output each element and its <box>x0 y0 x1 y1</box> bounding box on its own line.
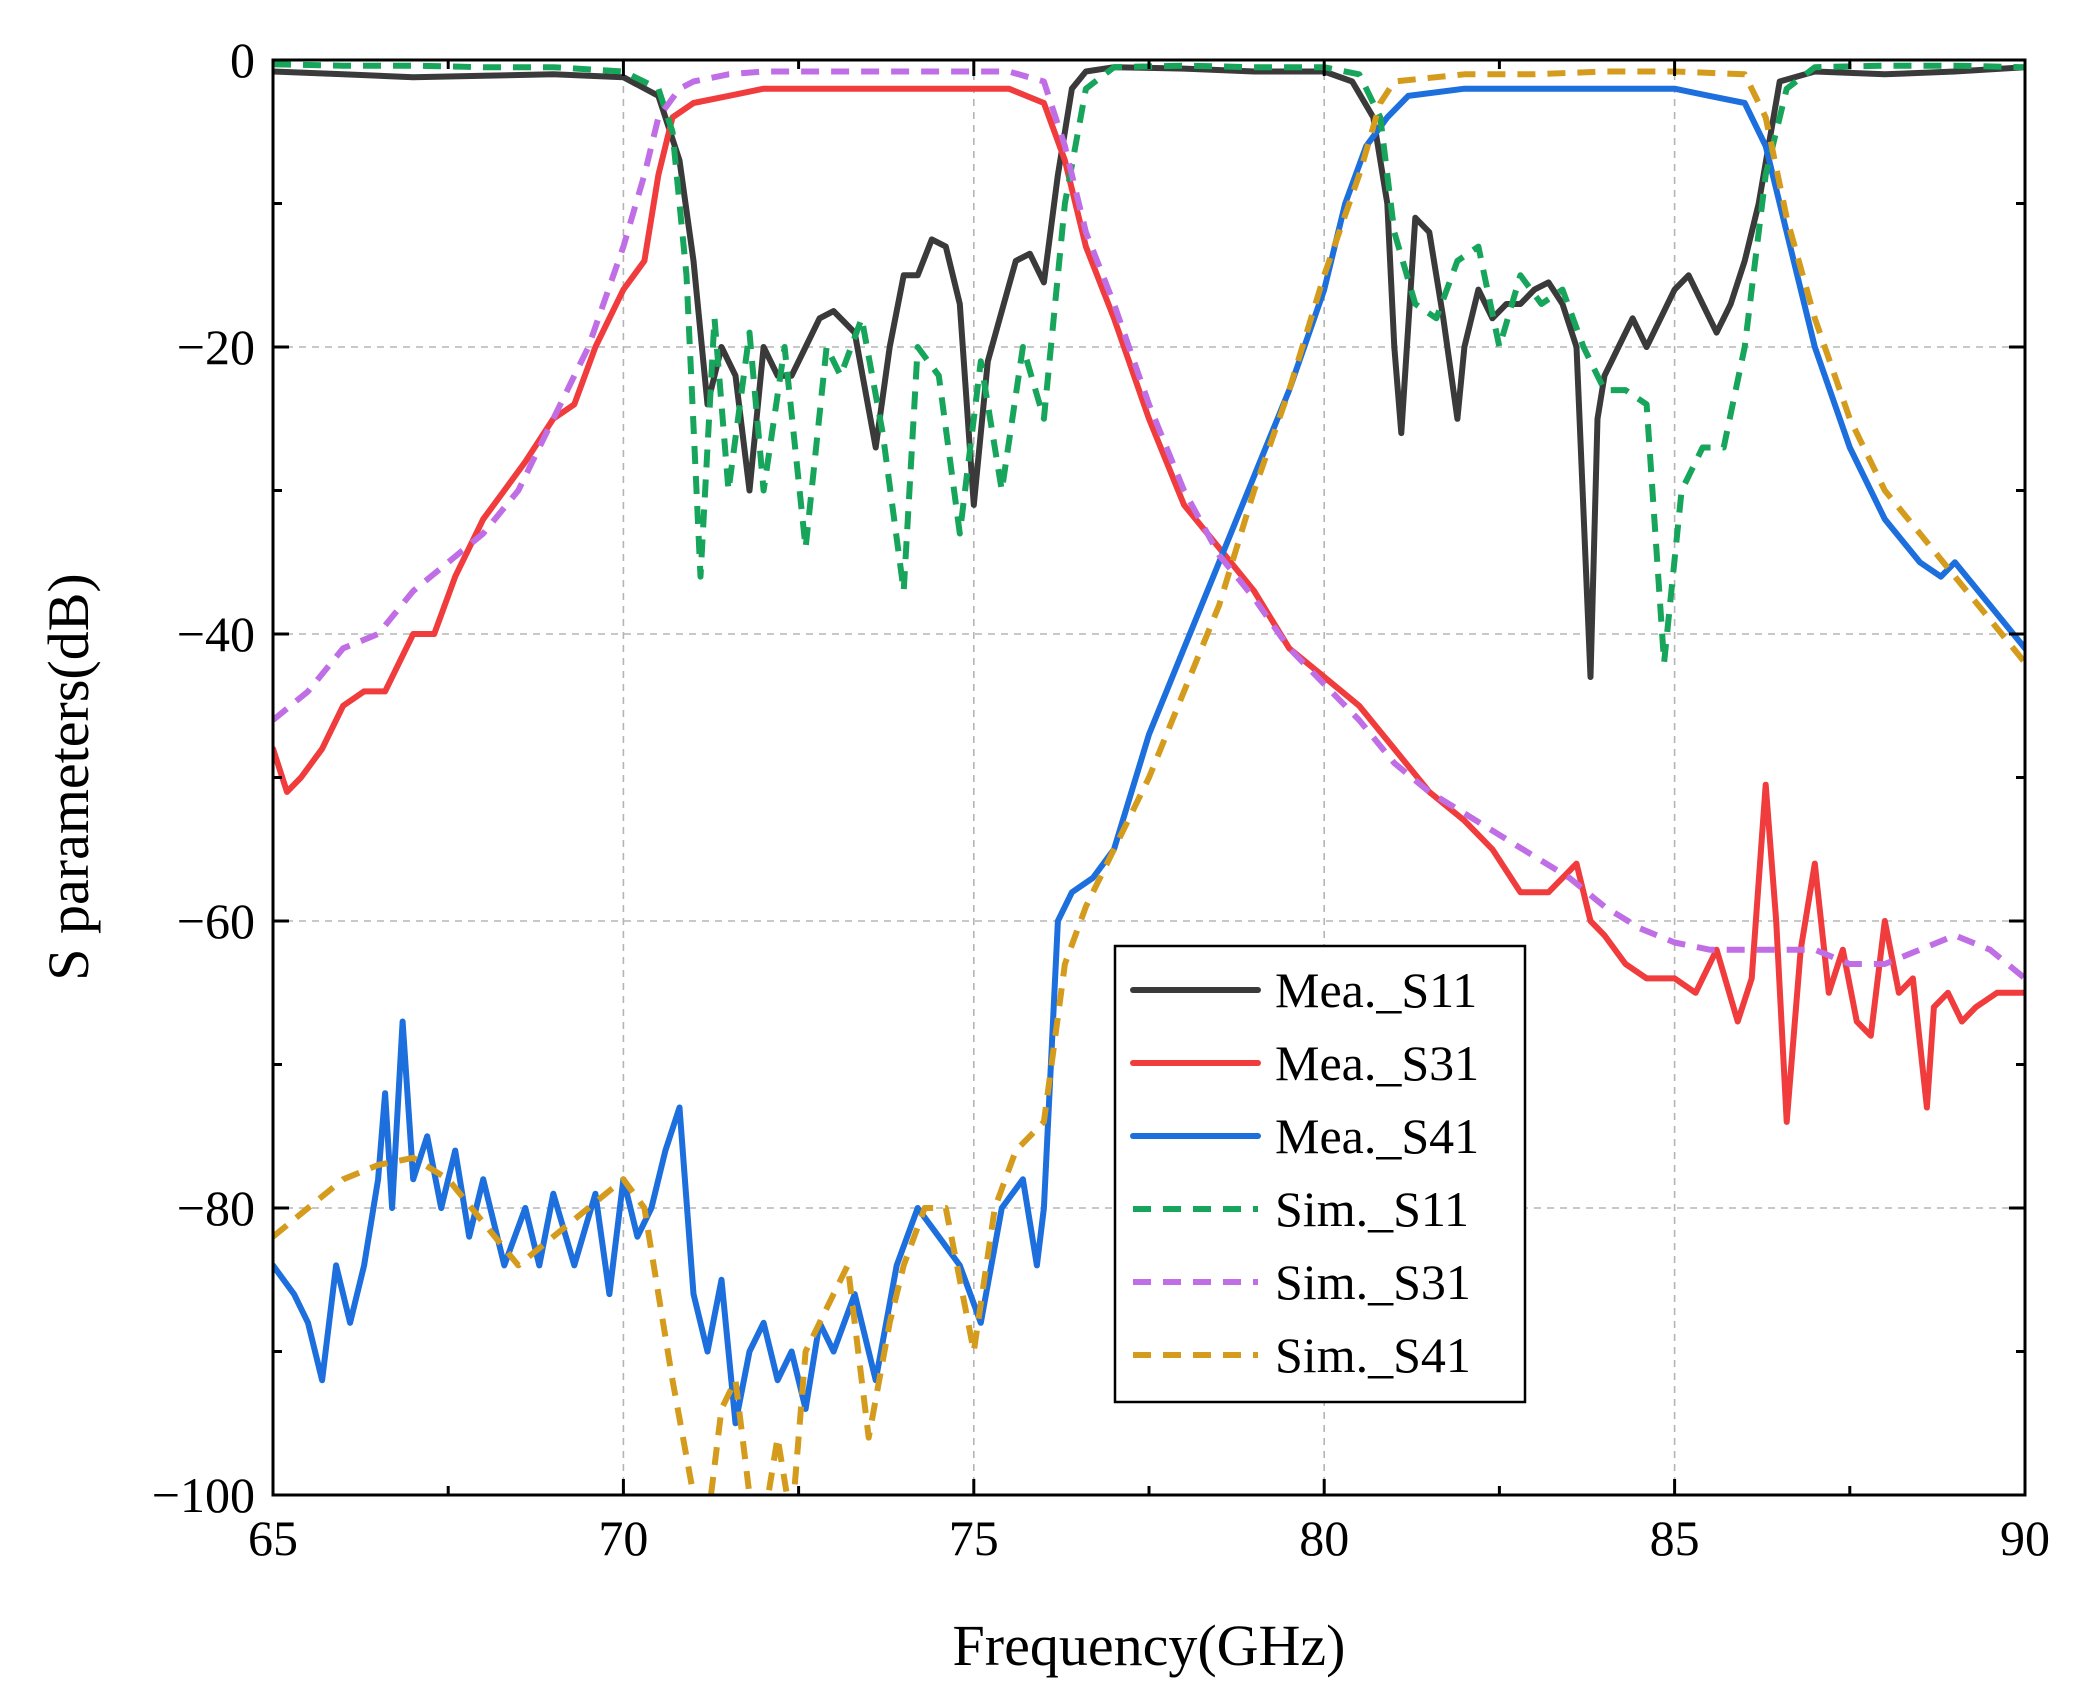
y-tick-label: −100 <box>152 1467 255 1523</box>
x-tick-label: 80 <box>1299 1510 1349 1566</box>
legend-label: Sim._S41 <box>1275 1327 1471 1383</box>
legend-label: Mea._S41 <box>1275 1108 1479 1164</box>
legend-label: Sim._S11 <box>1275 1181 1469 1237</box>
series-line-mea-s11 <box>273 64 2025 680</box>
series-line-sim-s31 <box>273 68 2025 981</box>
x-tick-labels: 65 70 75 80 85 90 <box>248 1510 2050 1566</box>
x-tick-label: 75 <box>949 1510 999 1566</box>
legend-box <box>1113 944 1527 1404</box>
axis-ticks <box>271 58 2027 1497</box>
y-tick-labels: 0 −20 −40 −60 −80 −100 <box>152 32 255 1523</box>
x-axis-title: Frequency(GHz) <box>953 1613 1346 1678</box>
legend: Mea._S11 Mea._S31 Mea._S41 Sim._S11 Sim._S31… <box>1113 944 1527 1404</box>
legend-label: Mea._S31 <box>1275 1035 1479 1091</box>
y-tick-label: −20 <box>177 319 255 375</box>
x-tick-label: 90 <box>2000 1510 2050 1566</box>
y-axis-title: S parameters(dB) <box>36 573 101 980</box>
y-tick-label: 0 <box>230 32 255 88</box>
x-tick-label: 65 <box>248 1510 298 1566</box>
y-tick-label: −60 <box>177 893 255 949</box>
series-line-mea-s41 <box>273 85 2025 1427</box>
x-tick-label: 85 <box>1650 1510 1700 1566</box>
series-line-mea-s31 <box>273 85 2025 1125</box>
y-tick-label: −80 <box>177 1180 255 1236</box>
legend-label: Sim._S31 <box>1275 1254 1471 1310</box>
x-tick-label: 70 <box>598 1510 648 1566</box>
series-line-sim-s11 <box>273 61 2025 666</box>
legend-label: Mea._S11 <box>1275 962 1477 1018</box>
y-tick-label: −40 <box>177 606 255 662</box>
